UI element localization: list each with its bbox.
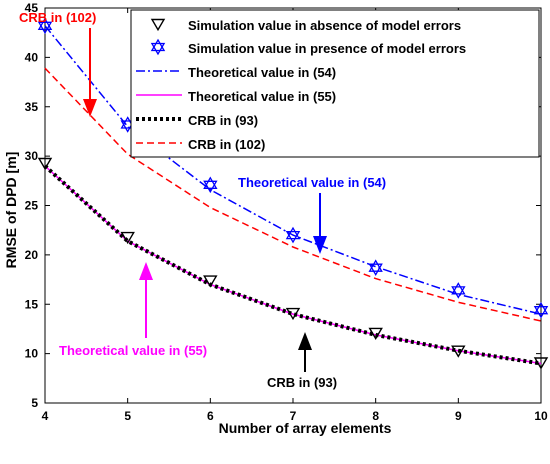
marker-absence-point (368, 327, 383, 340)
y-tick-label: 35 (25, 100, 39, 114)
marker-presence-point (368, 259, 383, 277)
series-line-4 (43, 164, 542, 366)
marker-presence-point (533, 301, 549, 319)
legend-label-crb93: CRB in (93) (188, 113, 258, 128)
y-tick-label: 10 (25, 347, 39, 361)
y-tick-label: 25 (25, 199, 39, 213)
legend-sample-absence (150, 18, 166, 32)
x-tick-label: 9 (455, 409, 462, 423)
series-layer (43, 25, 542, 366)
series-line-5 (44, 67, 542, 322)
x-tick-label: 7 (290, 409, 297, 423)
marker-absence-point (285, 307, 301, 321)
y-tick-label: 15 (25, 297, 39, 311)
marker-presence-point (285, 226, 301, 244)
annotation-theory55-label: Theoretical value in (55) (59, 343, 207, 358)
legend-label-absence: Simulation value in absence of model err… (188, 18, 461, 33)
marker-presence-point (203, 176, 218, 194)
annotations: CRB in (102) Theoretical value in (54) T… (19, 10, 386, 390)
marker-absence-point (120, 231, 135, 245)
marker-absence-point (203, 275, 218, 288)
marker-presence-point (451, 282, 466, 299)
marker-absence-point (37, 157, 53, 171)
annotation-theory54-label: Theoretical value in (54) (238, 175, 386, 190)
legend-box (130, 9, 540, 158)
annotation-crb102-arrow-head (83, 99, 97, 117)
y-axis-title: RMSE of DPD [m] (3, 152, 19, 269)
annotation-crb93-arrow-head (298, 332, 312, 350)
legend-label-crb102: CRB in (102) (188, 137, 265, 152)
y-tick-label: 20 (25, 248, 39, 262)
annotation-theory54-arrow-head (313, 236, 327, 254)
annotation-theory55-arrow-head (139, 262, 153, 280)
marker-absence-point (451, 345, 466, 358)
y-tick-label: 5 (31, 396, 38, 410)
y-tick-label: 30 (25, 149, 39, 163)
marker-presence-point (37, 17, 53, 35)
x-tick-label: 4 (42, 409, 49, 423)
marker-absence-point (533, 357, 549, 370)
legend-label-presence: Simulation value in presence of model er… (188, 41, 466, 56)
x-tick-label: 5 (124, 409, 131, 423)
x-axis-title: Number of array elements (219, 420, 392, 436)
x-tick-label: 10 (534, 409, 548, 423)
y-tick-label: 40 (25, 50, 39, 64)
x-tick-label: 8 (372, 409, 379, 423)
y-tick-label: 45 (25, 1, 39, 15)
annotation-crb93-label: CRB in (93) (267, 375, 337, 390)
annotation-crb102-label: CRB in (102) (19, 10, 96, 25)
legend-sample-presence (150, 38, 166, 56)
series-line-2 (44, 25, 542, 315)
legend-label-theory54: Theoretical value in (54) (188, 65, 336, 80)
legend: Simulation value in absence of model err… (130, 9, 540, 158)
x-tick-label: 6 (207, 409, 214, 423)
legend-label-theory55: Theoretical value in (55) (188, 89, 336, 104)
